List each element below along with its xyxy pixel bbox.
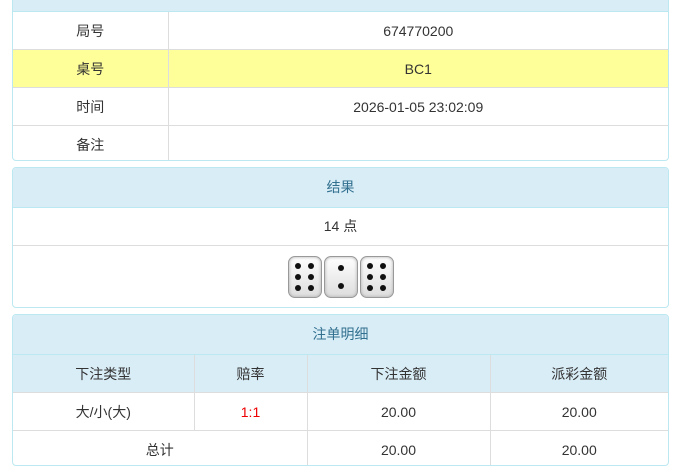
die-6-icon <box>287 256 322 298</box>
header-row: 下注类型 赔率 下注金额 派彩金额 <box>13 355 668 393</box>
pip <box>379 274 386 280</box>
dice-row: i <box>13 245 668 307</box>
bet-amount: 20.00 <box>306 392 491 431</box>
bet-type: 大/小(大) <box>13 392 195 431</box>
bets-table: 下注类型 赔率 下注金额 派彩金额 大/小(大) 1:1 20.00 20.00 总计 20.… <box>13 355 668 465</box>
row-time: 时间 2026-01-05 23:02:09 <box>13 87 668 126</box>
col-header: 派彩金额 <box>489 355 668 393</box>
label: 桌号 <box>13 49 169 88</box>
pip <box>295 285 302 292</box>
payout: 20.00 <box>489 392 668 431</box>
total-payout: 20.00 <box>489 430 668 465</box>
pip <box>379 285 386 292</box>
info-header <box>13 0 668 12</box>
result-points: 14 点 <box>323 218 358 234</box>
label: 备注 <box>13 125 169 160</box>
bets-title: 注单明细 <box>13 315 668 355</box>
value <box>167 125 668 160</box>
odds: 1:1 <box>193 392 308 431</box>
pip <box>337 265 344 272</box>
col-header: 下注类型 <box>13 355 195 393</box>
row-round: 局号 674770200 <box>13 12 668 50</box>
pip <box>367 274 374 280</box>
pip <box>367 262 374 269</box>
total-label: 总计 <box>13 430 308 465</box>
pip <box>307 262 314 269</box>
value: BC1 <box>167 49 668 88</box>
label: 时间 <box>13 87 169 126</box>
info-table: 局号 674770200 桌号 BC1 时间 2026-01-05 23:02:09 … <box>13 12 668 160</box>
pip <box>307 274 314 280</box>
die-2-icon <box>323 256 358 298</box>
pip <box>295 262 302 269</box>
row-note: 备注 <box>13 125 668 160</box>
table-row: 大/小(大) 1:1 20.00 20.00 <box>13 392 668 431</box>
row-table: 桌号 BC1 <box>13 49 668 88</box>
pip <box>367 285 374 292</box>
value: 2026-01-05 23:02:09 <box>167 87 668 126</box>
info-panel: 局号 674770200 桌号 BC1 时间 2026-01-05 23:02:09 … <box>12 0 669 161</box>
result-title: 结果 <box>13 168 668 208</box>
value: 674770200 <box>167 12 668 50</box>
pip <box>379 262 386 269</box>
total-row: 总计 20.00 20.00 <box>13 430 668 465</box>
pip <box>337 282 344 289</box>
bets-panel: 注单明细 下注类型 赔率 下注金额 派彩金额 大/小(大) 1:1 20.00 20.00 … <box>12 314 669 466</box>
result-panel: 结果 14 点 i <box>12 167 669 308</box>
col-header: 下注金额 <box>306 355 491 393</box>
die-6-icon <box>359 256 394 298</box>
col-header: 赔率 <box>193 355 308 393</box>
label: 局号 <box>13 12 169 50</box>
pip <box>307 285 314 292</box>
total-amount: 20.00 <box>306 430 491 465</box>
pip <box>295 274 302 280</box>
